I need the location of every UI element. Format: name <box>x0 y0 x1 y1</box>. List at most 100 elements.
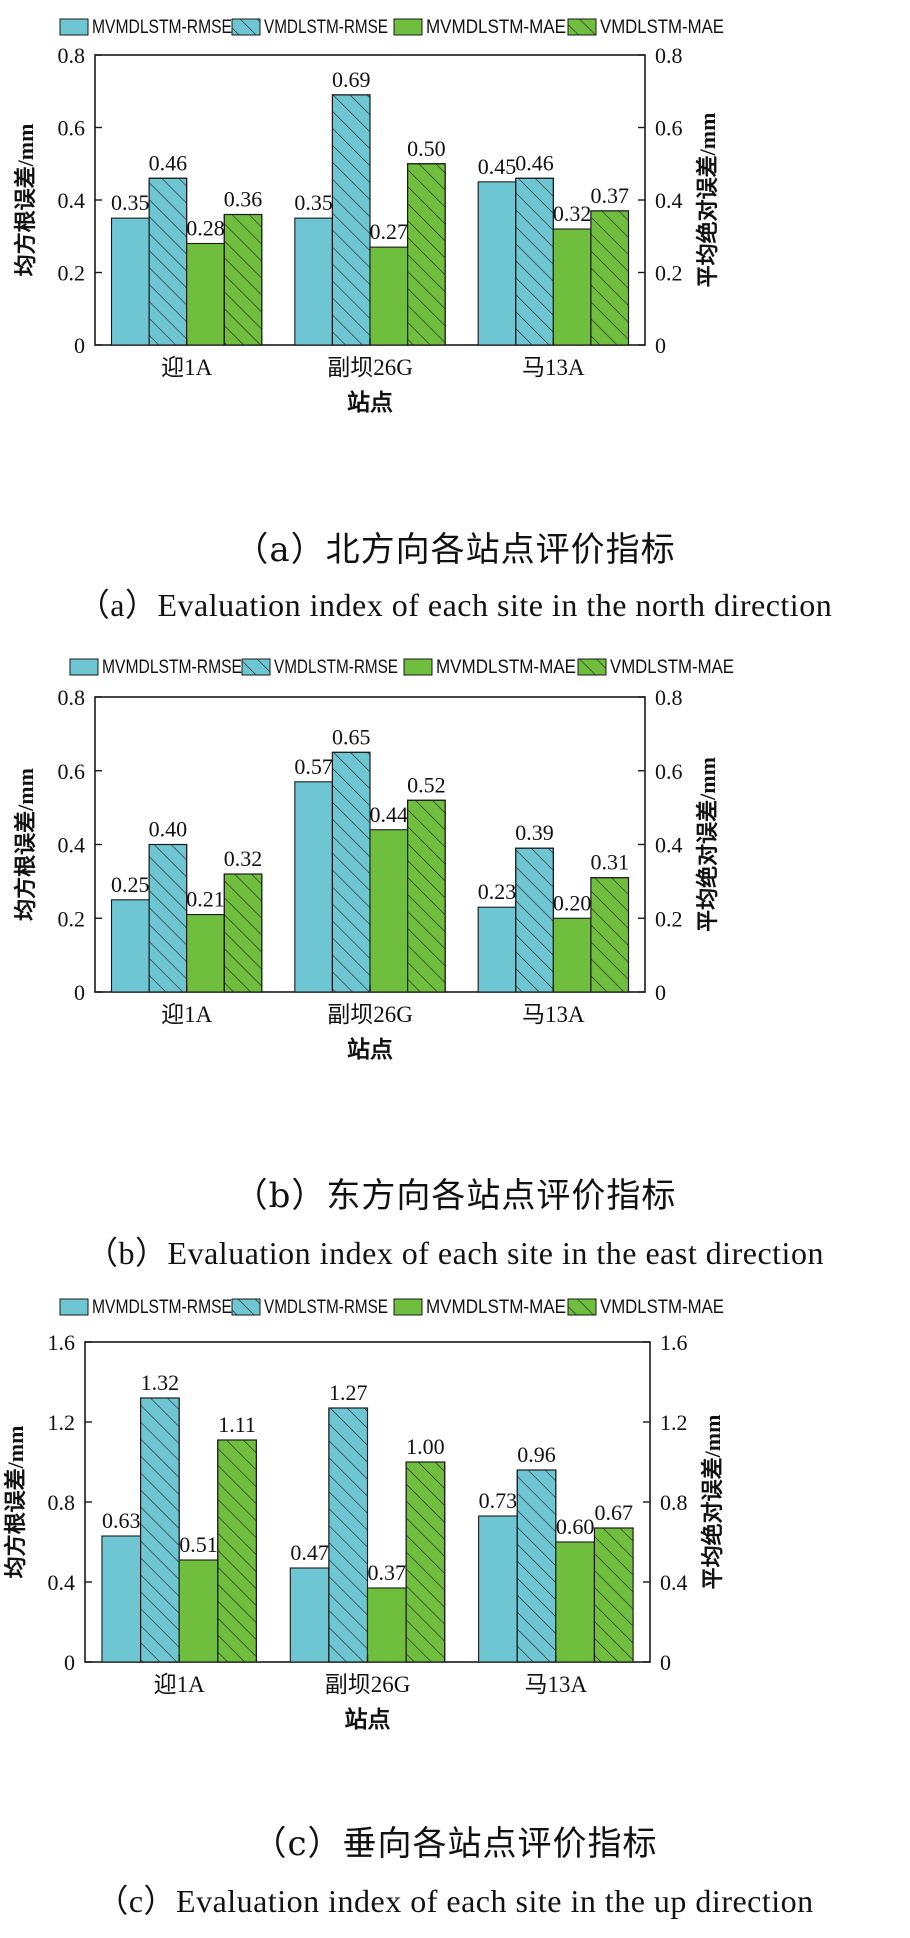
legend-swatch <box>241 658 271 676</box>
legend-swatch <box>59 18 89 36</box>
bar-value-label: 0.27 <box>370 219 409 244</box>
bar-hatch <box>148 177 188 346</box>
legend-label: MVMDLSTM-RMSE <box>102 657 242 678</box>
x-tick-label: 副坝26G <box>325 1672 411 1697</box>
y-axis-label-right: 平均绝对误差/mm <box>695 757 720 932</box>
bar-value-label: 1.27 <box>329 1380 368 1405</box>
bar-value-label: 0.50 <box>407 136 446 161</box>
bar-value-label: 0.39 <box>515 820 554 845</box>
bar-value-label: 0.44 <box>370 802 409 827</box>
x-axis-label: 站点 <box>347 1037 393 1062</box>
legend-swatch-hatch <box>241 658 271 676</box>
bar <box>178 1559 219 1663</box>
y-tick-label-left: 0.8 <box>58 685 86 710</box>
bar-value-label: 0.21 <box>186 887 225 912</box>
caption-cn-b: （b）东方向各站点评价指标 <box>233 1176 677 1216</box>
legend-swatch <box>59 1298 89 1316</box>
bar-value-label: 0.35 <box>111 190 150 215</box>
bar-hatch <box>407 163 446 346</box>
bar <box>552 228 592 346</box>
y-tick-label-right: 0.8 <box>655 685 683 710</box>
bar <box>366 1587 407 1663</box>
bar-value-label: 0.31 <box>590 850 629 875</box>
y-axis-label-left: 均方根误差/mm <box>13 768 38 921</box>
bar <box>478 1515 518 1663</box>
legend-swatch <box>231 18 261 36</box>
bar-value-label: 0.96 <box>517 1442 556 1467</box>
legend-swatch-fill <box>59 1298 89 1316</box>
bar-value-label: 0.46 <box>149 150 188 175</box>
y-tick-label-left: 1.2 <box>48 1410 76 1435</box>
legend-swatch-hatch <box>231 1298 261 1316</box>
y-tick-label-left: 0.8 <box>58 43 86 68</box>
bar-chart-north: MVMDLSTM-RMSE VMDLSTM-RMSE MVMDLSTM-MAE VMD… <box>13 17 724 415</box>
bar-hatch <box>515 177 554 346</box>
y-tick-label-right: 0.2 <box>655 261 683 286</box>
bar-hatch <box>223 873 263 993</box>
caption-cn-a: （a）北方向各站点评价指标 <box>234 530 676 570</box>
bar <box>101 1535 142 1663</box>
legend-label: MVMDLSTM-MAE <box>436 657 576 678</box>
legend-label: MVMDLSTM-MAE <box>426 1297 566 1318</box>
legend-label: VMDLSTM-RMSE <box>264 17 388 38</box>
bar-hatch <box>328 1407 369 1663</box>
bar-value-label: 0.46 <box>515 150 554 175</box>
legend-label: MVMDLSTM-RMSE <box>92 17 232 38</box>
x-tick-label: 马13A <box>525 1672 588 1697</box>
bar-hatch <box>331 751 371 993</box>
bar-value-label: 0.51 <box>179 1532 218 1557</box>
y-tick-label-left: 0 <box>64 1650 75 1675</box>
bar <box>369 246 409 346</box>
legend-label: VMDLSTM-MAE <box>610 657 734 678</box>
x-tick-label: 迎1A <box>161 1002 213 1027</box>
bar-value-label: 0.69 <box>332 67 371 92</box>
bar-hatch <box>407 799 446 993</box>
legend: MVMDLSTM-RMSE VMDLSTM-RMSE MVMDLSTM-MAE VMD… <box>59 17 724 38</box>
bar-value-label: 0.65 <box>332 724 371 749</box>
legend-swatch <box>69 658 99 676</box>
bar-hatch <box>331 94 371 346</box>
bar-value-label: 1.32 <box>141 1370 180 1395</box>
y-axis-label-right: 平均绝对误差/mm <box>695 113 720 288</box>
bar <box>289 1567 330 1663</box>
caption-en-c: （c）Evaluation index of each site in the … <box>96 1883 814 1919</box>
y-tick-label-left: 0.6 <box>58 759 86 784</box>
legend-label: VMDLSTM-RMSE <box>274 657 398 678</box>
legend-swatch-hatch <box>567 18 597 36</box>
bar-value-label: 0.63 <box>102 1508 141 1533</box>
bar <box>186 242 225 346</box>
y-tick-label-left: 0.4 <box>48 1570 76 1595</box>
legend-label: VMDLSTM-MAE <box>600 17 724 38</box>
legend-label: MVMDLSTM-RMSE <box>92 1297 232 1318</box>
legend-swatch-hatch <box>567 1298 597 1316</box>
y-tick-label-left: 1.6 <box>48 1330 76 1355</box>
bar <box>369 829 409 993</box>
y-tick-label-right: 0.2 <box>655 906 683 931</box>
bar-value-label: 0.32 <box>553 201 592 226</box>
chart-panel-b: MVMDLSTM-RMSE VMDLSTM-RMSE MVMDLSTM-MAE VMD… <box>0 640 910 1160</box>
bar-value-label: 0.25 <box>111 872 150 897</box>
x-axis-label: 站点 <box>347 390 393 415</box>
y-tick-label-right: 0.4 <box>655 188 683 213</box>
caption-en-b: （b）Evaluation index of each site in the … <box>86 1235 824 1271</box>
x-tick-label: 迎1A <box>154 1672 206 1697</box>
bar-value-label: 0.36 <box>224 187 263 212</box>
bar-value-label: 0.52 <box>407 772 446 797</box>
y-axis-label-left: 均方根误差/mm <box>3 1426 28 1579</box>
x-tick-label: 马13A <box>522 355 585 380</box>
bar-hatch <box>223 213 263 346</box>
bar-value-label: 0.28 <box>186 216 225 241</box>
bar-hatch <box>593 1527 634 1663</box>
bar <box>477 906 517 993</box>
x-tick-label: 副坝26G <box>327 1002 413 1027</box>
legend-swatch <box>393 1298 423 1316</box>
bar-hatch <box>590 210 630 346</box>
legend-swatch-fill <box>393 1298 423 1316</box>
bar <box>294 217 333 346</box>
bar-value-label: 0.37 <box>590 183 629 208</box>
bar-hatch <box>516 1469 557 1663</box>
chart-panel-a: MVMDLSTM-RMSE VMDLSTM-RMSE MVMDLSTM-MAE VMD… <box>0 0 910 520</box>
legend-label: VMDLSTM-RMSE <box>264 1297 388 1318</box>
y-tick-label-right: 1.2 <box>660 1410 688 1435</box>
x-tick-label: 副坝26G <box>327 355 413 380</box>
